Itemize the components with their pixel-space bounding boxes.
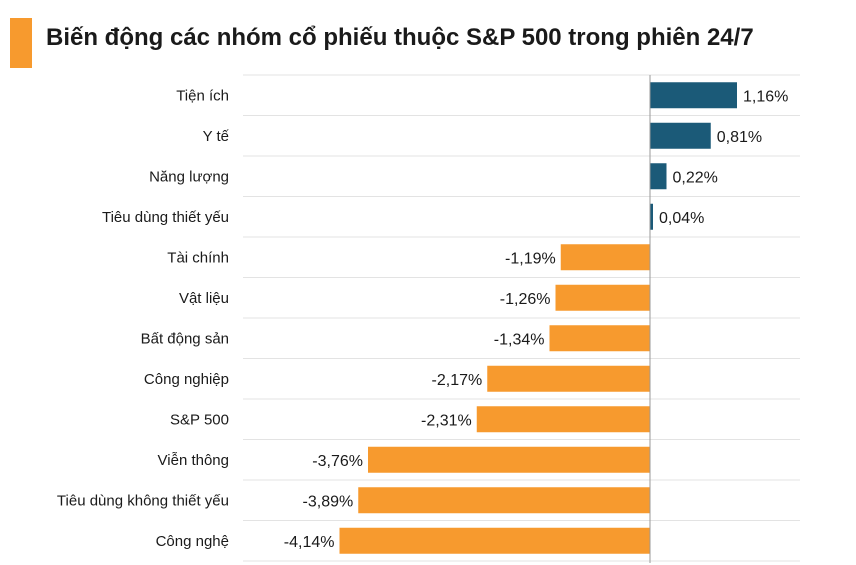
bar	[650, 203, 653, 230]
chart-title: Biến động các nhóm cổ phiếu thuộc S&P 50…	[46, 24, 754, 51]
category-label: Vật liệu	[179, 290, 229, 307]
bar	[358, 487, 650, 514]
value-label: 1,16%	[743, 88, 788, 105]
value-label: 0,22%	[673, 169, 718, 186]
category-label: Công nghệ	[156, 533, 229, 550]
bar	[650, 163, 667, 190]
value-label: 0,81%	[717, 129, 762, 146]
value-label: -3,76%	[312, 453, 363, 470]
bar	[476, 406, 650, 433]
bar	[555, 284, 650, 311]
value-label: -2,31%	[421, 412, 472, 429]
category-label: Tiện ích	[176, 87, 229, 104]
value-label: -3,89%	[303, 493, 354, 510]
title-accent-bar	[10, 18, 32, 68]
bar	[549, 325, 650, 352]
value-label: 0,04%	[659, 210, 704, 227]
category-label: Bất động sản	[141, 330, 229, 347]
value-label: -1,19%	[505, 250, 556, 267]
category-label: Công nghiệp	[144, 371, 229, 388]
bar	[339, 527, 650, 554]
category-label: Tiêu dùng không thiết yếu	[57, 492, 229, 509]
bar	[560, 244, 650, 271]
bar	[487, 365, 650, 392]
value-label: -1,26%	[500, 291, 551, 308]
bar	[650, 122, 711, 149]
category-label: Năng lượng	[149, 168, 229, 185]
category-label: Tiêu dùng thiết yếu	[102, 209, 229, 226]
value-label: -4,14%	[284, 534, 335, 551]
category-label: Viễn thông	[158, 452, 229, 469]
category-label: Y tế	[203, 128, 230, 145]
value-label: -1,34%	[494, 331, 545, 348]
category-label: Tài chính	[167, 249, 229, 266]
bar	[650, 82, 737, 109]
bar	[368, 446, 650, 473]
value-label: -2,17%	[432, 372, 483, 389]
category-label: S&P 500	[170, 411, 229, 428]
